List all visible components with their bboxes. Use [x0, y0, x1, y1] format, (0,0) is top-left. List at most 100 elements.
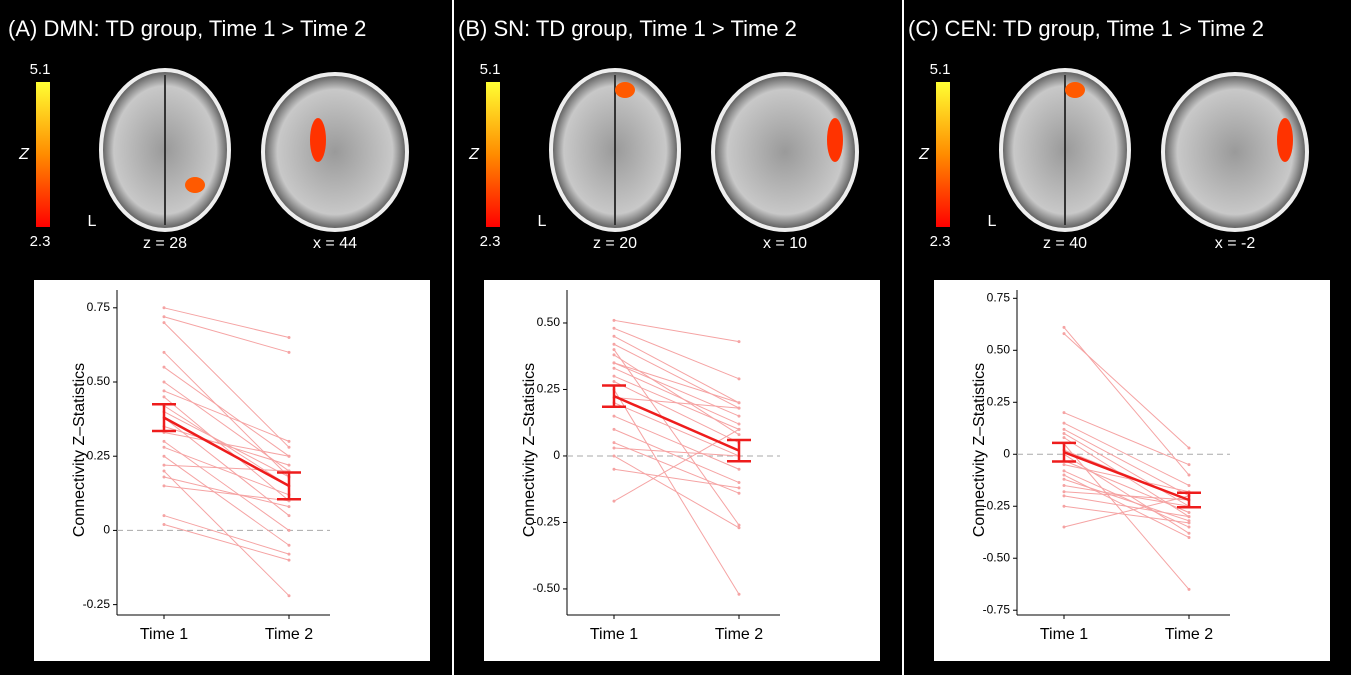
- subject-line: [613, 402, 740, 457]
- subject-point: [162, 380, 166, 384]
- subject-line: [163, 307, 290, 338]
- subject-point: [162, 306, 166, 310]
- subject-point: [1187, 587, 1191, 591]
- subject-line: [613, 455, 740, 529]
- subject-line: [163, 426, 290, 466]
- subject-point: [612, 334, 616, 338]
- activation: [615, 82, 635, 98]
- subject-point: [1062, 431, 1066, 435]
- y-axis-label: Connectivity Z–Statistics: [71, 363, 88, 537]
- subject-point: [737, 340, 741, 344]
- activation: [185, 177, 205, 193]
- subject-point: [162, 395, 166, 399]
- y-tick-label: 0: [553, 448, 560, 462]
- y-tick-label: 0.25: [537, 382, 561, 396]
- subject-point: [737, 422, 741, 426]
- plot-panel: [934, 280, 1330, 661]
- slice-label: z = 20: [593, 235, 637, 252]
- subject-point: [1187, 463, 1191, 467]
- subject-point: [1187, 473, 1191, 477]
- subject-point: [287, 543, 291, 547]
- subject-line: [163, 431, 290, 457]
- subject-line: [613, 396, 740, 409]
- subject-line: [1063, 478, 1190, 522]
- subject-point: [1187, 483, 1191, 487]
- colorbar-label: Z: [18, 146, 30, 163]
- subject-line: [163, 446, 290, 496]
- subject-line: [1063, 428, 1190, 497]
- subject-line: [163, 322, 290, 448]
- subject-point: [162, 514, 166, 518]
- brain-sagittal: [1161, 72, 1309, 232]
- subject-point: [1062, 525, 1066, 529]
- side-label: L: [88, 213, 97, 230]
- subject-line: [163, 390, 290, 442]
- subject-point: [612, 374, 616, 378]
- subject-point: [162, 522, 166, 526]
- slice-label: x = -2: [1215, 235, 1256, 252]
- slice-label: z = 28: [143, 235, 187, 252]
- subject-point: [1062, 483, 1066, 487]
- subject-line: [163, 476, 290, 508]
- y-tick-label: 0: [103, 523, 110, 537]
- y-tick-label: -0.25: [533, 515, 561, 529]
- activation: [827, 118, 843, 162]
- colorbar: [486, 82, 500, 227]
- y-tick-label: 0.75: [987, 290, 1011, 304]
- subject-point: [1187, 510, 1191, 514]
- subject-line: [1063, 422, 1190, 486]
- brain-sagittal: [261, 72, 409, 232]
- y-tick-label: 0.50: [537, 315, 561, 329]
- subject-point: [162, 454, 166, 458]
- activation: [1277, 118, 1293, 162]
- subject-line: [163, 470, 290, 597]
- subject-line: [163, 523, 290, 561]
- subject-line: [1063, 495, 1190, 528]
- colorbar-min: 2.3: [930, 233, 951, 250]
- subject-point: [737, 523, 741, 527]
- subject-point: [162, 439, 166, 443]
- side-label: L: [538, 213, 547, 230]
- colorbar-max: 5.1: [30, 61, 51, 78]
- subject-point: [162, 365, 166, 369]
- subject-line: [163, 351, 290, 478]
- subject-line: [613, 354, 740, 436]
- x-tick-label: Time 2: [1165, 626, 1213, 643]
- activation: [310, 118, 326, 162]
- x-tick-label: Time 2: [715, 626, 763, 643]
- subject-point: [1062, 473, 1066, 477]
- subject-line: [1063, 491, 1190, 501]
- subject-point: [287, 335, 291, 339]
- subject-point: [287, 463, 291, 467]
- subject-point: [737, 526, 741, 530]
- subject-point: [737, 406, 741, 410]
- y-tick-label: 0: [1003, 446, 1010, 460]
- subject-line: [1063, 464, 1190, 493]
- y-tick-label: 0.25: [987, 394, 1011, 408]
- subject-line: [613, 335, 740, 404]
- subject-point: [612, 353, 616, 357]
- subject-line: [163, 366, 290, 457]
- colorbar-min: 2.3: [480, 233, 501, 250]
- subject-point: [162, 389, 166, 393]
- subject-point: [737, 401, 741, 405]
- y-tick-label: -0.25: [83, 597, 111, 611]
- subject-point: [612, 342, 616, 346]
- subject-line: [1063, 433, 1190, 507]
- subject-point: [287, 514, 291, 518]
- subject-point: [162, 321, 166, 325]
- subject-point: [162, 484, 166, 488]
- subject-point: [612, 318, 616, 322]
- y-tick-label: -0.75: [983, 602, 1011, 616]
- y-axis-label: Connectivity Z–Statistics: [521, 363, 538, 537]
- subject-point: [1062, 490, 1066, 494]
- subject-point: [287, 528, 291, 532]
- subject-point: [287, 439, 291, 443]
- subject-point: [1187, 525, 1191, 529]
- colorbar: [936, 82, 950, 227]
- subject-point: [162, 463, 166, 467]
- subject-line: [1063, 333, 1190, 449]
- brain-sagittal: [711, 72, 859, 232]
- subject-line: [163, 316, 290, 353]
